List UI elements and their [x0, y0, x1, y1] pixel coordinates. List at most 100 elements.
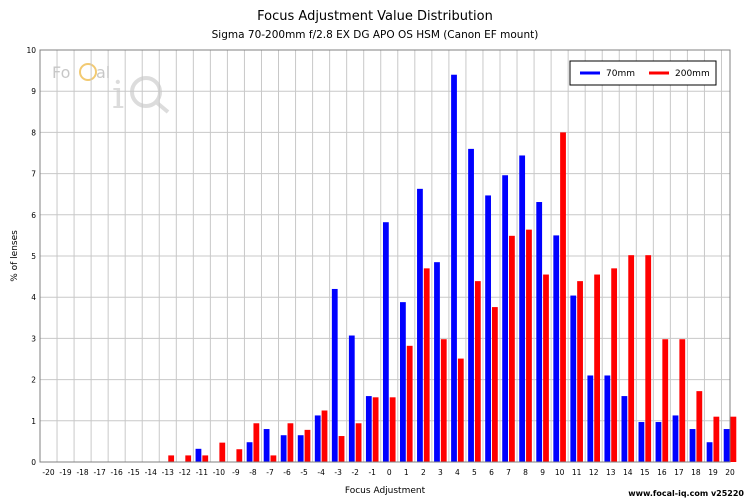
x-tick-label: 5 [472, 468, 477, 477]
x-tick-label: 0 [387, 468, 392, 477]
x-tick-label: -3 [334, 468, 342, 477]
bar-70mm-15 [638, 422, 645, 462]
bar-70mm--2 [348, 335, 355, 462]
x-tick-label: 1 [404, 468, 409, 477]
x-tick-label: 13 [606, 468, 616, 477]
footer-credit: www.focal-iq.com v25220 [628, 489, 744, 498]
bar-200mm-6 [491, 307, 498, 462]
x-tick-label: -4 [317, 468, 325, 477]
bar-200mm-0 [389, 397, 396, 462]
x-tick-label: -8 [249, 468, 257, 477]
x-tick-label: -15 [128, 468, 140, 477]
x-axis-ticks: -20 -19 -18 -17 -16 -15 -14 -13 -12 -11 -10 -9 -8 -7-… [42, 468, 735, 477]
svg-text:Fo: Fo [52, 63, 70, 82]
legend-label-70mm: 70mm [606, 69, 635, 79]
bar-70mm-0 [382, 222, 389, 462]
x-tick-label: -20 [42, 468, 54, 477]
x-tick-label: 15 [640, 468, 650, 477]
bar-70mm-4 [451, 74, 457, 462]
chart-subtitle: Sigma 70-200mm f/2.8 EX DG APO OS HSM (C… [212, 29, 539, 41]
bar-70mm-7 [502, 175, 509, 463]
bar-70mm-8 [519, 155, 526, 463]
bar-200mm--6 [287, 423, 294, 462]
x-tick-label: -5 [300, 468, 308, 477]
x-tick-label: 3 [438, 468, 443, 477]
bar-70mm-9 [536, 202, 543, 462]
bar-70mm-20 [723, 429, 730, 462]
bar-70mm--4 [314, 415, 321, 462]
bar-70mm-17 [672, 415, 679, 462]
x-tick-label: 8 [523, 468, 528, 477]
x-tick-label: 10 [555, 468, 565, 477]
chart-title: Focus Adjustment Value Distribution [257, 9, 493, 24]
bar-70mm-11 [570, 295, 577, 462]
y-axis-ticks: 0 1 2 3 4 5 6 7 8 9 10 [26, 46, 36, 467]
x-axis-label: Focus Adjustment [345, 486, 426, 496]
y-tick-label: 9 [31, 87, 36, 96]
y-tick-label: 10 [26, 46, 36, 55]
x-tick-label: -1 [368, 468, 376, 477]
bar-200mm--7 [270, 455, 277, 462]
bar-200mm-8 [526, 229, 532, 462]
x-tick-label: -7 [266, 468, 274, 477]
x-tick-label: 18 [691, 468, 701, 477]
legend-label-200mm: 200mm [675, 69, 710, 79]
bar-70mm-1 [400, 302, 406, 462]
bar-200mm-17 [679, 339, 686, 462]
bar-200mm-12 [594, 274, 600, 462]
bar-200mm--4 [321, 410, 328, 462]
bar-200mm-7 [509, 235, 515, 462]
bar-200mm--12 [185, 455, 192, 462]
x-tick-label: -16 [111, 468, 123, 477]
y-tick-label: 5 [31, 252, 36, 261]
bar-200mm--9 [236, 449, 243, 462]
bar-200mm-19 [713, 416, 720, 462]
bar-70mm-18 [689, 429, 696, 462]
plot-frame [39, 49, 731, 463]
bar-200mm-16 [662, 339, 669, 462]
bar-70mm--6 [280, 435, 287, 462]
bar-200mm-10 [560, 132, 566, 462]
x-tick-label: -9 [232, 468, 240, 477]
bar-200mm-11 [577, 281, 583, 462]
x-tick-label: 7 [506, 468, 511, 477]
y-tick-label: 7 [31, 170, 36, 179]
bar-200mm-13 [611, 268, 618, 462]
y-tick-label: 4 [31, 293, 36, 302]
x-tick-label: 11 [572, 468, 582, 477]
bar-70mm-5 [468, 148, 474, 462]
bar-70mm--3 [331, 288, 338, 462]
bar-200mm-2 [423, 268, 430, 462]
bar-70mm-12 [587, 375, 594, 462]
x-tick-label: 19 [708, 468, 718, 477]
bar-200mm-9 [543, 274, 549, 462]
x-tick-label: -6 [283, 468, 291, 477]
x-tick-label: 20 [725, 468, 735, 477]
svg-text:al: al [96, 63, 110, 82]
bar-70mm--11 [195, 448, 202, 462]
y-axis-label: % of lenses [10, 230, 20, 282]
bar-70mm--8 [246, 442, 253, 462]
svg-text:i: i [112, 73, 124, 117]
x-tick-label: -2 [351, 468, 359, 477]
y-tick-label: 1 [31, 417, 36, 426]
bar-70mm-13 [604, 375, 611, 462]
y-tick-label: 3 [31, 334, 36, 343]
bars [168, 74, 737, 463]
bar-70mm--7 [263, 429, 270, 462]
bar-200mm--1 [372, 397, 379, 462]
bar-200mm--5 [304, 429, 311, 462]
bar-200mm-5 [474, 281, 481, 462]
bar-200mm-3 [440, 339, 447, 462]
bar-200mm-18 [696, 391, 703, 462]
bar-200mm--10 [219, 442, 226, 462]
x-tick-label: 2 [421, 468, 426, 477]
bar-200mm--13 [168, 455, 175, 462]
bar-70mm--1 [365, 396, 372, 462]
bar-200mm--8 [253, 423, 260, 462]
bar-70mm-16 [655, 422, 662, 462]
bar-200mm-14 [628, 255, 635, 462]
x-tick-label: 17 [674, 468, 684, 477]
x-tick-label: 6 [489, 468, 494, 477]
x-tick-label: 12 [589, 468, 599, 477]
